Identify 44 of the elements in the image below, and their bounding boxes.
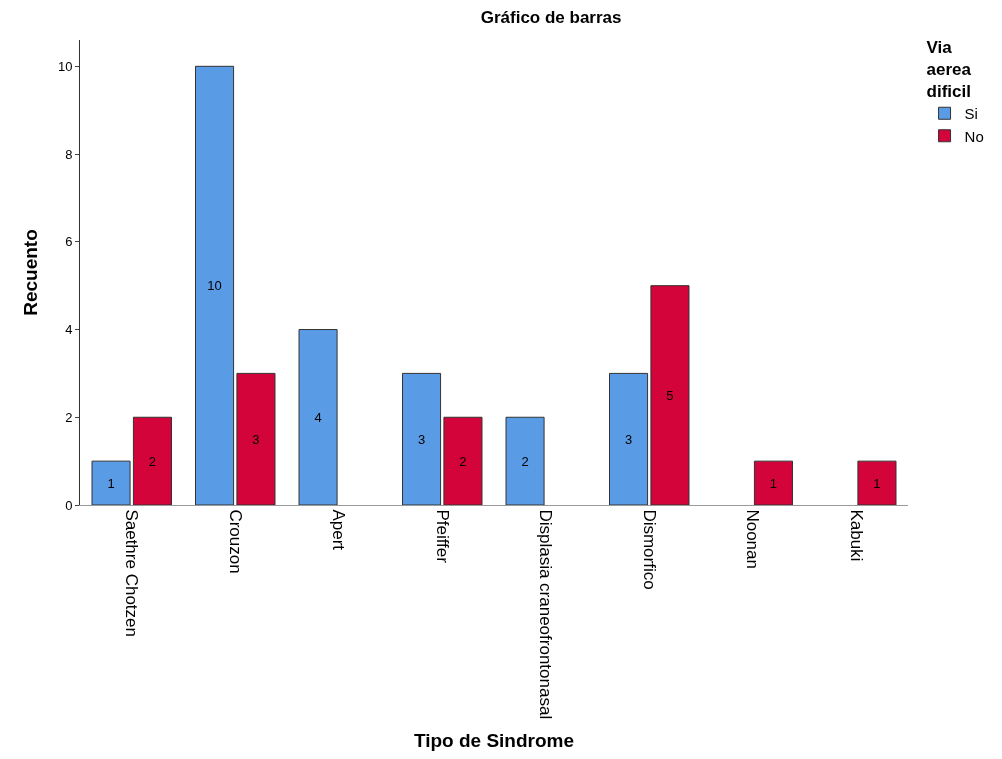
bar (753, 460, 793, 505)
bar (443, 416, 483, 505)
bar (132, 416, 172, 505)
x-tick-label: Saethre Chotzen (122, 509, 142, 637)
x-tick-label: Noonan (743, 509, 763, 569)
data-label: 4 (314, 409, 322, 425)
x-tick-label: Displasia craneofrontonasal (536, 509, 556, 720)
x-tick-label: Dismorfico (639, 509, 659, 590)
x-tick-label: Pfeiffer (432, 509, 452, 564)
y-tick-label: 4 (65, 322, 73, 338)
legend-title: Via aerea dificil (926, 37, 972, 101)
data-label: 5 (666, 387, 674, 403)
bar (236, 372, 276, 505)
legend-label: No (964, 127, 984, 145)
data-label: 1 (107, 475, 115, 491)
y-tick-label: 6 (65, 234, 73, 250)
data-label: 1 (873, 475, 881, 491)
bar (402, 372, 442, 505)
x-tick-label: Crouzon (225, 509, 245, 574)
data-label: 3 (417, 431, 426, 447)
data-label: 2 (521, 453, 529, 469)
bar (298, 329, 338, 505)
y-tick-label: 0 (65, 497, 73, 513)
x-tick-label: Kabuki (846, 509, 866, 562)
bar (857, 460, 897, 505)
bar (505, 416, 545, 505)
y-axis-title: Recuento (19, 229, 41, 316)
y-tick-label: 2 (65, 409, 73, 425)
data-label: 1 (769, 475, 778, 491)
data-label: 2 (148, 453, 157, 469)
bar (195, 65, 235, 505)
chart-title: Gráfico de barras (480, 8, 622, 28)
bar (91, 460, 131, 505)
bar (609, 372, 649, 505)
data-label: 3 (252, 431, 260, 447)
x-axis-title: Tipo de Sindrome (413, 730, 575, 751)
y-tick-label: 8 (65, 146, 73, 162)
legend-label: Si (964, 105, 978, 123)
x-tick-label: Apert (329, 509, 349, 551)
data-label: 10 (207, 278, 222, 294)
y-tick-label: 10 (57, 58, 73, 74)
data-label: 3 (624, 431, 633, 447)
data-label: 2 (459, 453, 467, 469)
bar (650, 285, 690, 505)
